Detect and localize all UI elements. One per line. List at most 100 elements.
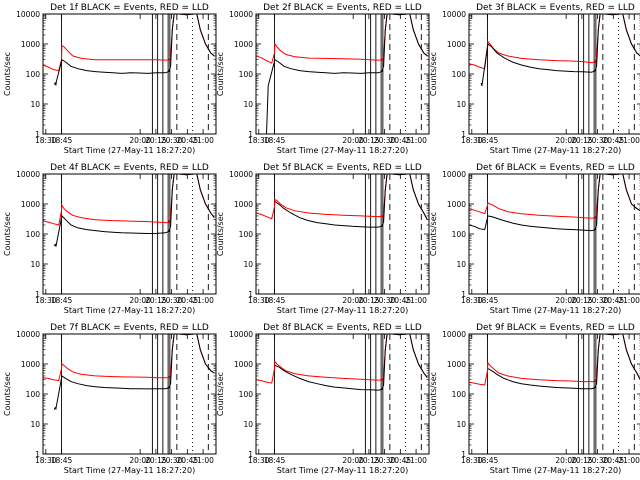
x-tick-label: 20:45 [603, 296, 625, 305]
x-tick-label: 20:15 [571, 136, 593, 145]
x-tick-label: 18:45 [264, 296, 286, 305]
panel-2: Det 2f BLACK = Events, RED = LLD Counts/s… [216, 3, 430, 155]
y-tick-label: 1 [35, 290, 40, 299]
y-tick-label: 10000 [442, 10, 466, 19]
x-axis-label: Start Time (27-May-11 18:27:20) [64, 146, 195, 155]
x-tick-label: 20:15 [358, 136, 380, 145]
events-series-line [480, 13, 640, 87]
y-tick-label: 10000 [229, 170, 253, 179]
x-tick-label: 20:15 [145, 136, 167, 145]
y-tick-label: 100 [239, 70, 254, 79]
y-tick-label: 1000 [234, 360, 253, 369]
x-tick-label: 18:45 [264, 136, 286, 145]
x-tick-label: 21:00 [618, 136, 640, 145]
y-tick-label: 10 [30, 260, 40, 269]
y-tick-label: 10 [30, 420, 40, 429]
y-tick-label: 100 [26, 390, 41, 399]
x-tick-label: 20:30 [587, 296, 609, 305]
x-tick-label: 18:45 [477, 136, 499, 145]
x-tick-label: 20:45 [390, 136, 412, 145]
y-tick-label: 10 [456, 420, 466, 429]
lld-series-line [255, 333, 428, 384]
panel-4: Det 4f BLACK = Events, RED = LLD Counts/s… [3, 163, 217, 315]
y-axis-label: Counts/sec [429, 372, 438, 416]
events-series-line [468, 173, 640, 232]
x-tick-label: 20:00 [129, 136, 151, 145]
x-tick-label: 18:30 [248, 456, 270, 465]
y-tick-label: 100 [452, 390, 467, 399]
x-tick-label: 21:00 [405, 136, 427, 145]
y-tick-label: 1000 [234, 200, 253, 209]
y-axis-label: Counts/sec [3, 372, 12, 416]
plot-frame [255, 173, 430, 295]
y-tick-label: 1000 [234, 40, 253, 49]
x-tick-label: 20:45 [390, 456, 412, 465]
x-tick-label: 20:30 [587, 136, 609, 145]
x-tick-label: 20:30 [374, 136, 396, 145]
panel-title: Det 1f BLACK = Events, RED = LLD [50, 3, 209, 13]
y-tick-label: 1 [248, 290, 253, 299]
x-tick-label: 20:30 [161, 296, 183, 305]
y-tick-label: 1000 [21, 360, 40, 369]
x-tick-label: 21:00 [405, 296, 427, 305]
y-tick-label: 10000 [229, 330, 253, 339]
x-tick-label: 20:30 [161, 456, 183, 465]
lld-series-line [468, 173, 640, 219]
y-tick-label: 10000 [16, 10, 40, 19]
x-tick-label: 18:30 [248, 136, 270, 145]
y-tick-label: 100 [452, 230, 467, 239]
x-tick-label: 18:45 [264, 456, 286, 465]
x-tick-label: 20:00 [555, 296, 577, 305]
panel-title: Det 8f BLACK = Events, RED = LLD [263, 323, 422, 333]
panel-title: Det 3f BLACK = Events, RED = LLD [476, 3, 635, 13]
plot-frame [255, 333, 430, 455]
y-tick-label: 10000 [16, 170, 40, 179]
y-tick-label: 1000 [21, 40, 40, 49]
events-series-line [274, 173, 428, 228]
x-tick-label: 18:45 [51, 456, 73, 465]
x-tick-label: 18:45 [477, 456, 499, 465]
x-tick-label: 20:00 [555, 456, 577, 465]
events-series-line [53, 173, 215, 247]
x-axis-label: Start Time (27-May-11 18:27:20) [277, 466, 408, 475]
y-axis-label: Counts/sec [429, 52, 438, 96]
x-tick-label: 18:30 [35, 296, 57, 305]
plot-frame [42, 173, 217, 295]
lld-series-line [468, 13, 640, 70]
lld-series-line [255, 13, 428, 64]
x-axis-label: Start Time (27-May-11 18:27:20) [64, 466, 195, 475]
plot-frame [42, 13, 217, 135]
y-tick-label: 10000 [16, 330, 40, 339]
y-tick-label: 1 [35, 450, 40, 459]
x-axis-label: Start Time (27-May-11 18:27:20) [490, 306, 621, 315]
y-tick-label: 10 [243, 420, 253, 429]
x-tick-label: 20:00 [342, 136, 364, 145]
y-tick-label: 1000 [21, 200, 40, 209]
y-axis-label: Counts/sec [3, 212, 12, 256]
x-tick-label: 20:45 [603, 456, 625, 465]
events-series-line [53, 13, 215, 86]
panel-9: Det 9f BLACK = Events, RED = LLD Counts/s… [429, 323, 640, 475]
x-tick-label: 20:45 [390, 296, 412, 305]
lld-series-line [42, 333, 215, 382]
panel-title: Det 9f BLACK = Events, RED = LLD [476, 323, 635, 333]
x-tick-label: 18:45 [477, 296, 499, 305]
x-tick-label: 20:15 [358, 456, 380, 465]
plot-frame [42, 333, 217, 455]
y-axis-label: Counts/sec [216, 52, 225, 96]
x-tick-label: 18:30 [248, 296, 270, 305]
panel-title: Det 4f BLACK = Events, RED = LLD [50, 163, 209, 173]
x-tick-label: 18:45 [51, 296, 73, 305]
x-tick-label: 21:00 [405, 456, 427, 465]
y-tick-label: 100 [26, 230, 41, 239]
panel-3: Det 3f BLACK = Events, RED = LLD Counts/s… [429, 3, 640, 155]
y-tick-label: 1000 [447, 360, 466, 369]
x-tick-label: 20:30 [587, 456, 609, 465]
y-tick-label: 10 [30, 100, 40, 109]
x-tick-label: 18:30 [461, 296, 483, 305]
plot-frame [468, 173, 640, 295]
y-axis-label: Counts/sec [216, 372, 225, 416]
events-series-line [53, 333, 215, 411]
y-tick-label: 100 [452, 70, 467, 79]
panel-5: Det 5f BLACK = Events, RED = LLD Counts/s… [216, 163, 430, 315]
